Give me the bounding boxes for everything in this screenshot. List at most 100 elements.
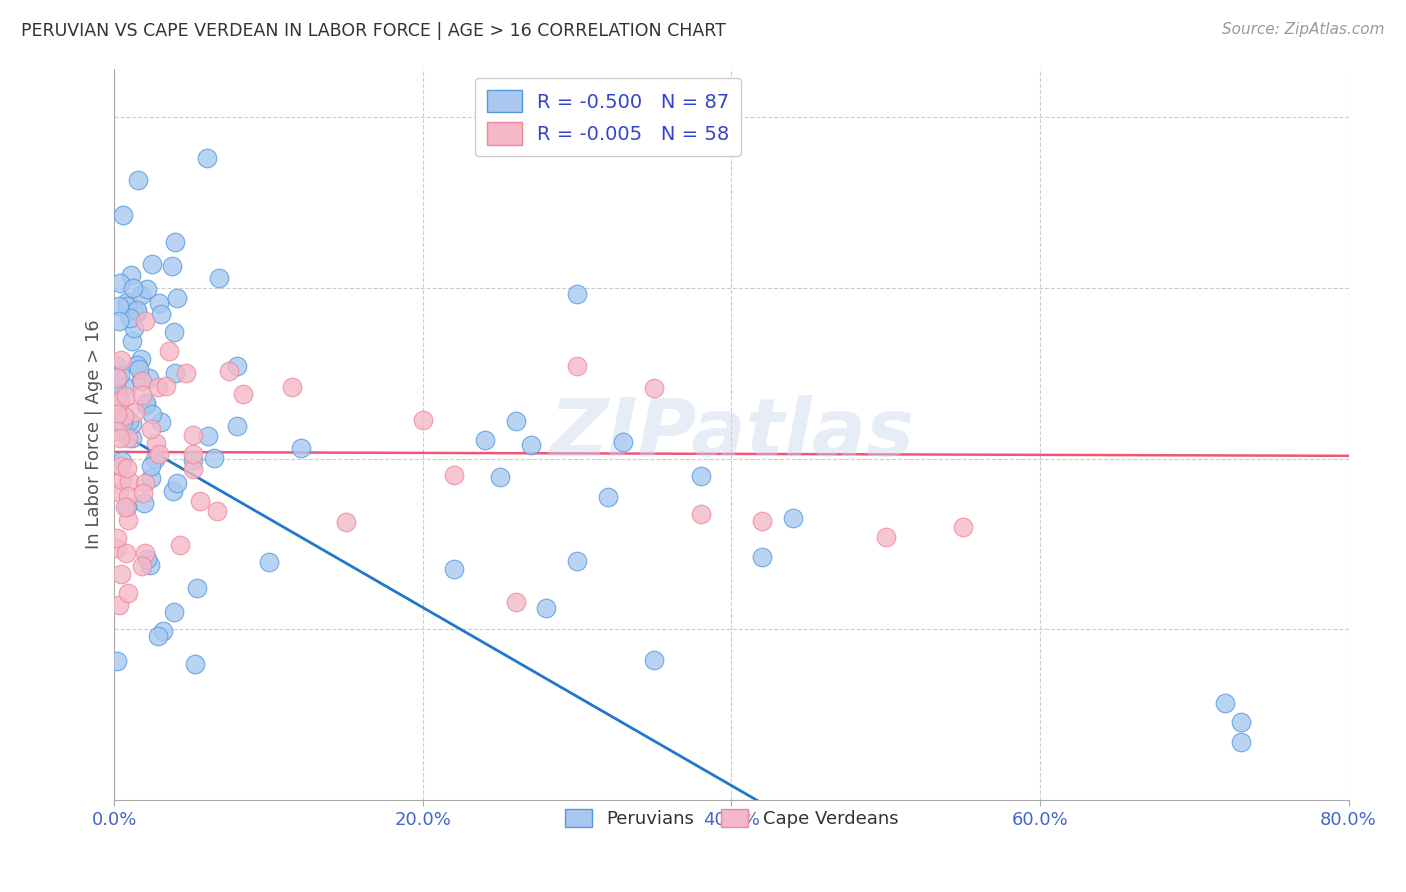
Point (567, 286, 589, 301)
Point (505, 414, 527, 428)
Point (108, 431, 131, 445)
Point (218, 364, 240, 378)
Point (135, 552, 157, 566)
Point (281, 380, 304, 394)
Point (107, 401, 129, 416)
Point (1213, 696, 1236, 710)
Point (567, 554, 589, 568)
Point (111, 454, 134, 468)
Point (225, 419, 247, 434)
Point (443, 467, 465, 482)
Point (205, 504, 228, 518)
Point (117, 585, 139, 599)
Point (536, 601, 558, 615)
Point (1229, 734, 1251, 748)
Point (107, 406, 129, 420)
Point (112, 409, 135, 424)
Point (107, 424, 129, 438)
Point (689, 469, 711, 483)
Point (751, 514, 773, 528)
Point (108, 368, 131, 382)
Point (148, 447, 170, 461)
Point (139, 422, 162, 436)
Point (111, 474, 134, 488)
Point (125, 305, 148, 319)
Point (567, 359, 589, 373)
Point (135, 398, 157, 412)
Point (143, 451, 166, 466)
Point (612, 434, 634, 449)
Point (141, 257, 163, 271)
Point (146, 629, 169, 643)
Point (111, 415, 134, 429)
Point (107, 359, 129, 373)
Point (135, 396, 157, 410)
Point (169, 538, 191, 552)
Point (118, 310, 141, 325)
Point (131, 352, 153, 367)
Point (150, 307, 173, 321)
Point (1229, 715, 1251, 730)
Point (259, 555, 281, 569)
Point (162, 483, 184, 498)
Point (181, 453, 204, 467)
Point (643, 381, 665, 395)
Point (489, 469, 512, 483)
Point (141, 471, 163, 485)
Point (952, 520, 974, 534)
Text: Source: ZipAtlas.com: Source: ZipAtlas.com (1222, 22, 1385, 37)
Point (505, 595, 527, 609)
Y-axis label: In Labor Force | Age > 16: In Labor Force | Age > 16 (86, 319, 103, 549)
Text: ZIPatlas: ZIPatlas (548, 395, 914, 474)
Point (751, 549, 773, 564)
Legend: Peruvians, Cape Verdeans: Peruvians, Cape Verdeans (557, 801, 905, 835)
Point (134, 313, 156, 327)
Point (202, 450, 225, 465)
Point (122, 281, 145, 295)
Point (115, 295, 138, 310)
Point (596, 490, 619, 504)
Point (115, 299, 138, 313)
Point (174, 366, 197, 380)
Point (118, 414, 141, 428)
Point (108, 313, 131, 327)
Text: PERUVIAN VS CAPE VERDEAN IN LABOR FORCE | AGE > 16 CORRELATION CHART: PERUVIAN VS CAPE VERDEAN IN LABOR FORCE … (21, 22, 725, 40)
Point (148, 380, 170, 394)
Point (188, 493, 211, 508)
Point (107, 485, 129, 500)
Point (184, 657, 207, 671)
Point (117, 513, 139, 527)
Point (115, 390, 138, 404)
Point (110, 459, 132, 474)
Point (197, 429, 219, 443)
Point (110, 566, 132, 581)
Point (163, 235, 186, 250)
Point (474, 433, 496, 447)
Point (107, 386, 129, 401)
Point (208, 271, 231, 285)
Point (643, 653, 665, 667)
Point (132, 486, 155, 500)
Point (195, 151, 218, 165)
Point (134, 546, 156, 560)
Point (117, 431, 139, 445)
Point (155, 379, 177, 393)
Point (107, 541, 129, 555)
Point (148, 296, 170, 310)
Point (139, 558, 162, 572)
Point (107, 407, 129, 421)
Point (160, 259, 183, 273)
Point (131, 387, 153, 401)
Point (131, 373, 153, 387)
Point (135, 282, 157, 296)
Point (117, 500, 139, 514)
Point (145, 435, 167, 450)
Point (115, 546, 138, 560)
Point (121, 417, 143, 431)
Point (121, 334, 143, 348)
Point (132, 496, 155, 510)
Point (127, 172, 149, 186)
Point (118, 474, 141, 488)
Point (107, 371, 129, 385)
Point (181, 462, 204, 476)
